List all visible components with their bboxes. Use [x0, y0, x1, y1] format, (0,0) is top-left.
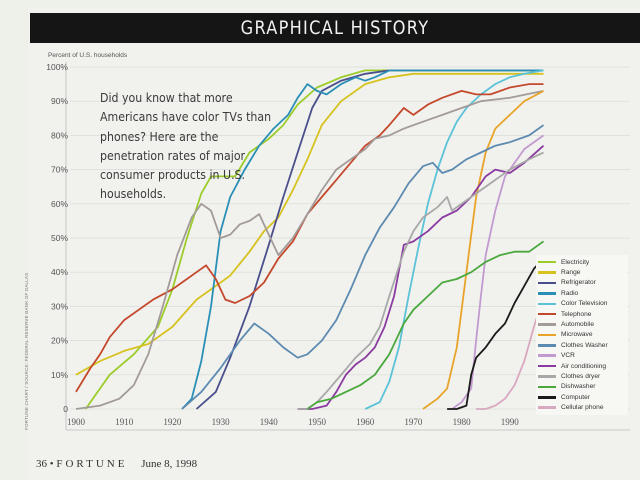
y-tick-label: 70% [51, 165, 68, 175]
series-line-clothes-dryer [297, 151, 544, 410]
legend-label: Clothes Washer [561, 341, 608, 349]
legend-item: Clothes dryer [536, 371, 628, 381]
legend-swatch [538, 364, 556, 368]
x-tick-label: 1920 [163, 417, 182, 427]
legend-swatch [538, 396, 556, 399]
x-tick-label: 1960 [356, 417, 375, 427]
legend-swatch [538, 312, 556, 316]
x-tick-label: 1980 [453, 417, 472, 427]
series-line-air-conditioning [297, 145, 545, 410]
legend-label: Automobile [561, 321, 594, 329]
legend-swatch [538, 323, 556, 326]
legend-label: Electricity [561, 258, 590, 266]
source-note: FORTUNE CHART / SOURCE: FEDERAL RESERVE … [24, 272, 29, 430]
legend-item: Computer [536, 392, 628, 402]
legend-label: Color Television [561, 300, 608, 308]
y-tick-label: 10% [51, 370, 68, 380]
x-tick-label: 1970 [404, 417, 423, 427]
series-line-range [75, 72, 544, 376]
legend-swatch [538, 292, 556, 295]
series-line-radio [181, 69, 544, 410]
legend-item: Range [536, 267, 628, 277]
series-line-computer [447, 257, 545, 410]
issue-date: June 8, 1998 [141, 458, 198, 470]
x-tick-label: 1950 [308, 417, 327, 427]
legend-swatch [538, 271, 556, 274]
legend-label: Telephone [561, 310, 592, 318]
y-tick-label: 90% [51, 96, 68, 106]
legend-label: VCR [561, 352, 575, 360]
legend-swatch [538, 302, 556, 305]
y-tick-label: 60% [51, 199, 68, 209]
legend-item: Air conditioning [536, 361, 628, 371]
legend-swatch [538, 344, 556, 347]
legend-swatch [538, 375, 556, 378]
chart-blurb: Did you know that more Americans have co… [100, 90, 272, 202]
legend-item: Telephone [536, 309, 628, 319]
legend-label: Cellular phone [561, 404, 604, 412]
x-tick-label: 1990 [501, 417, 520, 427]
y-tick-label: 40% [51, 267, 68, 277]
x-tick-label: 1940 [260, 417, 279, 427]
series-line-dishwasher [306, 240, 545, 410]
series-line-color-television [364, 69, 544, 410]
y-tick-label: 50% [51, 233, 68, 243]
page-number: 36 [36, 458, 47, 470]
series-line-cellular-phone [476, 295, 545, 410]
page-title: GRAPHICAL HISTORY [240, 17, 430, 39]
legend-item: Refrigerator [536, 278, 628, 288]
chart-legend: Electricity Range Refrigerator Radio Color T… [536, 255, 628, 415]
legend-label: Air conditioning [561, 362, 607, 370]
legend-label: Range [561, 269, 581, 277]
y-tick-label: 30% [51, 301, 68, 311]
series-line-microwave [422, 90, 544, 410]
series-line-electricity [84, 69, 544, 410]
legend-item: Color Television [536, 299, 628, 309]
legend-item: Cellular phone [536, 402, 628, 412]
y-tick-label: 80% [51, 130, 68, 140]
legend-swatch [538, 385, 556, 389]
y-tick-label: 100% [46, 62, 68, 72]
header-banner: GRAPHICAL HISTORY [30, 13, 640, 43]
legend-swatch [538, 354, 556, 357]
page-footer: 36 • FORTUNE June 8, 1998 [36, 458, 197, 470]
footer-spacer [130, 458, 138, 470]
y-tick-label: 20% [51, 336, 68, 346]
y-axis-label: Percent of U.S. households [48, 52, 128, 59]
legend-item: Microwave [536, 330, 628, 340]
legend-item: Electricity [536, 257, 628, 267]
legend-item: Radio [536, 288, 628, 298]
footer-bullet: • [49, 458, 57, 470]
legend-label: Clothes dryer [561, 372, 601, 380]
x-tick-label: 1900 [67, 417, 86, 427]
legend-item: Dishwasher [536, 382, 628, 392]
series-line-automobile [75, 90, 544, 410]
legend-label: Refrigerator [561, 279, 596, 287]
legend-item: Automobile [536, 319, 628, 329]
legend-label: Dishwasher [561, 383, 596, 391]
series-line-telephone [75, 83, 544, 393]
legend-item: Clothes Washer [536, 340, 628, 350]
legend-swatch [538, 406, 556, 409]
legend-label: Microwave [561, 331, 593, 339]
x-tick-label: 1910 [115, 417, 134, 427]
legend-swatch [538, 260, 556, 264]
legend-swatch [538, 281, 556, 285]
legend-label: Radio [561, 289, 579, 297]
x-tick-label: 1930 [212, 417, 231, 427]
legend-label: Computer [561, 393, 590, 401]
publication-name: FORTUNE [56, 458, 128, 470]
legend-swatch [538, 333, 556, 337]
legend-item: VCR [536, 351, 628, 361]
y-tick-label: 0 [63, 404, 68, 414]
series-line-clothes-washer [181, 124, 545, 410]
